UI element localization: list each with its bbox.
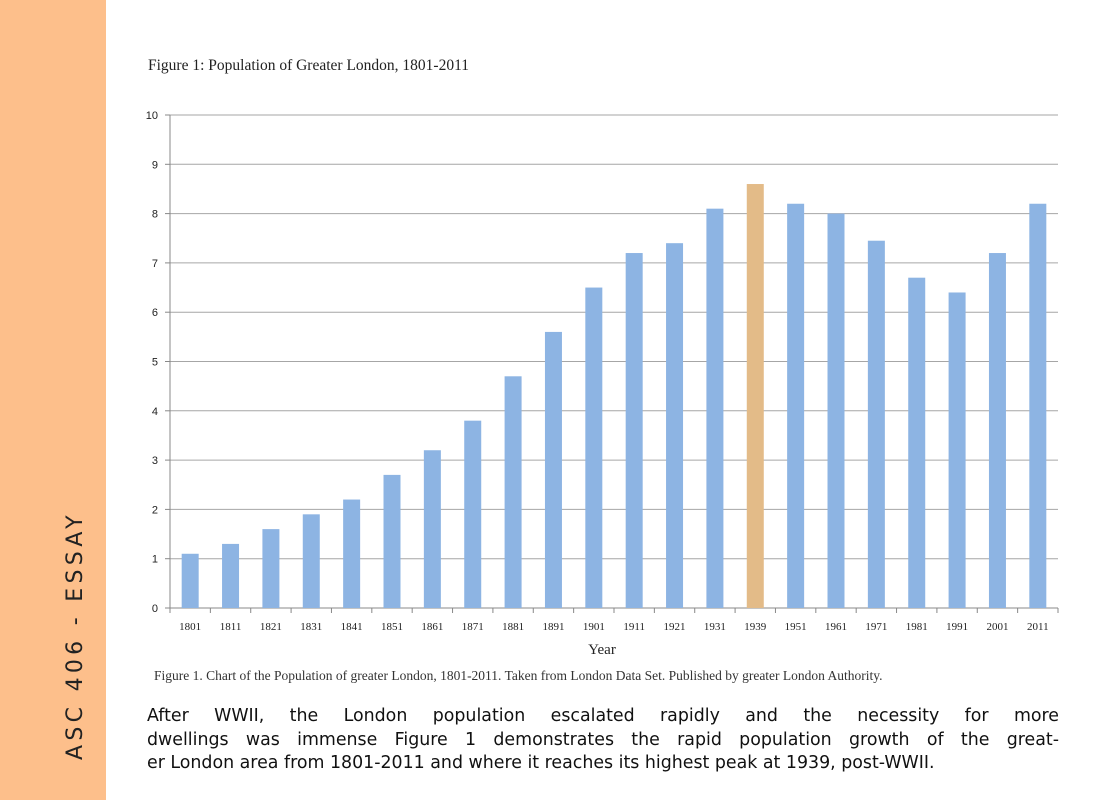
x-tick-label: 1921 [664, 621, 686, 633]
bar-1921 [666, 243, 684, 608]
bar-1991 [948, 292, 966, 608]
x-tick-label: 1851 [381, 621, 403, 633]
x-tick-label: 1901 [583, 621, 605, 633]
y-tick-label: 5 [152, 357, 158, 369]
x-tick-label: 1931 [704, 621, 726, 633]
x-tick-label: 1811 [220, 621, 242, 633]
bar-1841 [343, 499, 361, 608]
x-tick-label: 1939 [744, 621, 767, 633]
x-tick-label: 1821 [260, 621, 282, 633]
bar-1961 [827, 213, 845, 608]
bar-1871 [464, 420, 482, 608]
bar-1851 [383, 474, 401, 608]
sidebar: ASC 406 - ESSAY [0, 0, 106, 800]
figure-caption: Figure 1. Chart of the Population of gre… [154, 668, 883, 683]
y-tick-label: 7 [152, 258, 158, 270]
x-tick-label: 1971 [865, 621, 887, 633]
x-tick-label: 1881 [502, 621, 524, 633]
bar-1931 [706, 208, 724, 609]
bar-1901 [585, 287, 603, 608]
bar-1971 [867, 240, 885, 608]
y-tick-label: 2 [152, 504, 158, 516]
bar-1811 [222, 543, 240, 608]
paragraph-line: dwellings was immense Figure 1 demonstra… [147, 729, 1059, 750]
bar-1911 [625, 253, 643, 609]
bar-1891 [544, 331, 562, 608]
essay-paragraph: After WWII, the London population escala… [147, 705, 1059, 776]
x-tick-label: 1951 [785, 621, 807, 633]
bar-1801 [181, 553, 199, 608]
bar-1981 [908, 277, 926, 608]
y-tick-label: 9 [152, 159, 158, 171]
bar-1881 [504, 376, 522, 608]
y-tick-label: 0 [152, 603, 158, 615]
bar-1831 [302, 514, 320, 608]
paragraph-line: After WWII, the London population escala… [147, 706, 1059, 726]
x-tick-label: 1831 [300, 621, 322, 633]
x-tick-label: 2001 [986, 621, 1008, 633]
y-tick-label: 10 [146, 110, 158, 122]
x-tick-label: 1981 [906, 621, 928, 633]
y-tick-label: 3 [152, 455, 158, 467]
x-tick-label: 1961 [825, 621, 847, 633]
x-tick-label: 2011 [1027, 621, 1049, 633]
bar-1821 [262, 529, 280, 608]
x-tick-label: 1801 [179, 621, 201, 633]
bar-2001 [988, 253, 1006, 609]
x-tick-label: 1861 [421, 621, 443, 633]
bar-1939 [746, 184, 764, 608]
y-tick-label: 4 [152, 406, 158, 418]
y-tick-label: 8 [152, 209, 158, 221]
figure-title: Figure 1: Population of Greater London, … [148, 57, 469, 74]
x-tick-label: 1991 [946, 621, 968, 633]
y-tick-label: 1 [152, 554, 158, 566]
bar-1861 [423, 450, 441, 608]
x-tick-label: 1841 [341, 621, 363, 633]
paragraph-line: er London area from 1801-2011 and where … [147, 753, 935, 773]
bar-1951 [787, 203, 805, 609]
x-tick-label: 1871 [462, 621, 484, 633]
x-axis-title: Year [588, 642, 616, 658]
bar-2011 [1029, 203, 1047, 609]
x-tick-label: 1911 [623, 621, 645, 633]
y-tick-label: 6 [152, 307, 158, 319]
x-tick-label: 1891 [542, 621, 564, 633]
